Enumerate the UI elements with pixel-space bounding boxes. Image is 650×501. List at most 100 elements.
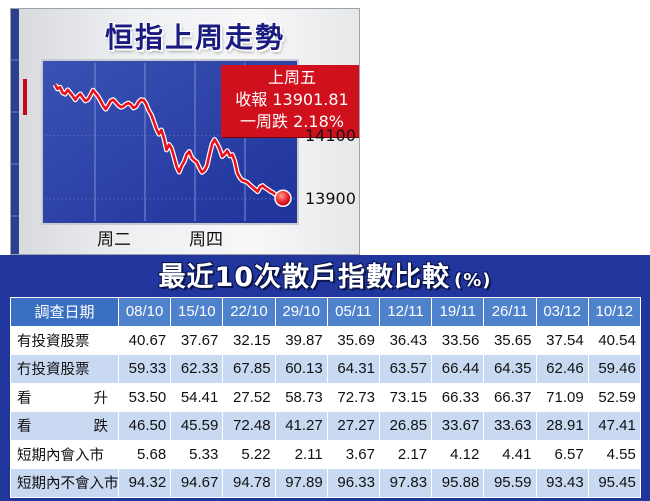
- row-label-char: 跌: [93, 419, 109, 436]
- table-cell: 5.22: [222, 439, 276, 469]
- table-cell: 66.37: [483, 382, 537, 412]
- panel-edge-bar: [11, 9, 19, 254]
- table-cell: 6.57: [535, 439, 589, 469]
- table-cell: 63.57: [378, 354, 433, 384]
- closing-point-marker: [274, 189, 292, 208]
- index-line-series: [53, 83, 284, 200]
- table-row: 冇投資股票 59.33 62.33 67.85 60.13 64.31 63.57 66.44…: [10, 354, 641, 384]
- retail-index-table-panel: 最近10次散戶指數比較 (%) 調查日期 08/10 15/10 22/10 29/10…: [0, 255, 650, 501]
- row-label: 短期內不會入市: [10, 468, 119, 498]
- table-cell: 60.13: [274, 354, 328, 384]
- x-tick-label-tuesday: 周二: [97, 230, 131, 250]
- column-header-date: 19/11: [431, 297, 485, 327]
- table-cell: 94.67: [170, 468, 224, 498]
- table-cell: 52.59: [587, 382, 641, 412]
- table-cell: 73.15: [378, 382, 433, 412]
- plot-frame: [41, 59, 299, 225]
- row-label-char: 升: [93, 390, 109, 407]
- table-title-unit: (%): [454, 270, 492, 291]
- row-label-spaced: 看跌: [17, 415, 116, 436]
- table-cell: 64.35: [483, 354, 537, 384]
- table-cell: 2.11: [274, 439, 328, 469]
- table-cell: 62.33: [170, 354, 224, 384]
- table-cell: 66.44: [431, 354, 485, 384]
- column-header-date: 29/10: [274, 297, 328, 327]
- table-cell: 35.65: [483, 325, 537, 355]
- table-cell: 3.67: [326, 439, 380, 469]
- column-header-date: 26/11: [483, 297, 537, 327]
- table-header-row: 調查日期 08/10 15/10 22/10 29/10 05/11 12/11 19/11…: [10, 297, 641, 327]
- table-cell: 27.27: [326, 411, 380, 441]
- retail-index-table: 調查日期 08/10 15/10 22/10 29/10 05/11 12/11 19/11…: [10, 297, 641, 498]
- row-label: 看跌: [10, 411, 119, 441]
- table-cell: 40.54: [587, 325, 641, 355]
- table-cell: 97.83: [378, 468, 433, 498]
- table-cell: 2.17: [378, 439, 433, 469]
- table-row: 看升 53.50 54.41 27.52 58.73 72.73 73.15 66.33 66.…: [10, 382, 641, 412]
- table-cell: 37.54: [535, 325, 589, 355]
- table-cell: 26.85: [378, 411, 433, 441]
- table-cell: 47.41: [587, 411, 641, 441]
- table-cell: 53.50: [117, 382, 172, 412]
- table-cell: 72.48: [222, 411, 276, 441]
- table-cell: 72.73: [326, 382, 380, 412]
- row-label-spaced: 看升: [17, 387, 116, 408]
- row-label-char: 看: [17, 390, 32, 407]
- table-cell: 96.33: [326, 468, 380, 498]
- column-header-date: 08/10: [117, 297, 172, 327]
- table-cell: 33.56: [431, 325, 485, 355]
- table-cell: 4.55: [587, 439, 641, 469]
- table-cell: 97.89: [274, 468, 328, 498]
- table-cell: 95.88: [431, 468, 485, 498]
- table-cell: 46.50: [117, 411, 172, 441]
- table-cell: 41.27: [274, 411, 328, 441]
- x-tick-label-thursday: 周四: [189, 230, 223, 250]
- summary-close-value: 收報 13901.81: [235, 90, 349, 109]
- row-label: 冇投資股票: [10, 354, 119, 384]
- table-cell: 64.31: [326, 354, 380, 384]
- table-cell: 45.59: [170, 411, 224, 441]
- row-label-char: 看: [17, 419, 32, 436]
- row-label: 看升: [10, 382, 119, 412]
- table-cell: 5.68: [117, 439, 172, 469]
- table-cell: 71.09: [535, 382, 589, 412]
- table-cell: 58.73: [274, 382, 328, 412]
- index-summary-box: 上周五 收報 13901.81 一周跌 2.18%: [221, 65, 359, 137]
- table-title: 最近10次散戶指數比較 (%): [0, 260, 650, 296]
- y-tick-label-14100: 14100: [305, 125, 356, 145]
- table-cell: 4.41: [483, 439, 537, 469]
- column-header-date: 15/10: [170, 297, 224, 327]
- panel-red-marker: [23, 79, 27, 115]
- row-label: 有投資股票: [10, 325, 119, 355]
- chart-title: 恒指上周走勢: [105, 21, 286, 54]
- table-cell: 94.78: [222, 468, 276, 498]
- table-cell: 62.46: [535, 354, 589, 384]
- column-header-date: 03/12: [535, 297, 589, 327]
- column-header-date: 12/11: [378, 297, 433, 327]
- table-cell: 28.91: [535, 411, 589, 441]
- table-row: 短期內不會入市 94.32 94.67 94.78 97.89 96.33 97.83 95.…: [10, 468, 641, 498]
- index-chart-panel: 恒指上周走勢 上周五 收報 13901.81 一周跌 2.18% 14100 1…: [10, 8, 360, 255]
- table-cell: 59.46: [587, 354, 641, 384]
- table-cell: 54.41: [170, 382, 224, 412]
- column-header-date: 05/11: [326, 297, 380, 327]
- table-cell: 33.67: [431, 411, 485, 441]
- table-cell: 93.43: [535, 468, 589, 498]
- table-cell: 27.52: [222, 382, 276, 412]
- table-cell: 67.85: [222, 354, 276, 384]
- column-header-survey-date: 調查日期: [10, 297, 119, 327]
- table-cell: 32.15: [222, 325, 276, 355]
- table-cell: 95.45: [587, 468, 641, 498]
- table-cell: 40.67: [117, 325, 172, 355]
- row-label: 短期內會入市: [10, 439, 119, 469]
- table-row: 短期內會入市 5.68 5.33 5.22 2.11 3.67 2.17 4.12 4.41 6.…: [10, 439, 641, 469]
- table-cell: 66.33: [431, 382, 485, 412]
- table-cell: 94.32: [117, 468, 172, 498]
- table-title-text: 最近10次散戶指數比較: [158, 262, 451, 293]
- table-cell: 37.67: [170, 325, 224, 355]
- table-cell: 33.63: [483, 411, 537, 441]
- table-cell: 95.59: [483, 468, 537, 498]
- table-cell: 36.43: [378, 325, 433, 355]
- table-row: 看跌 46.50 45.59 72.48 41.27 27.27 26.85 33.67 33.…: [10, 411, 641, 441]
- column-header-date: 22/10: [222, 297, 276, 327]
